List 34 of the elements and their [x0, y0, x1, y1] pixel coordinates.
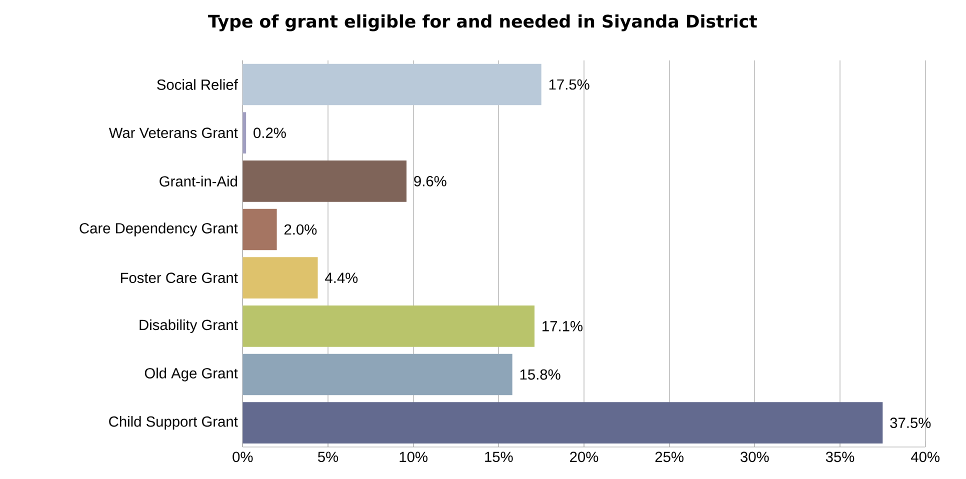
y-tick-label: War Veterans Grant — [108, 128, 238, 138]
bar — [242, 64, 542, 106]
bar — [242, 306, 535, 347]
y-tick-label: Disability Grant — [140, 319, 238, 333]
data-label: 0.2% — [254, 128, 286, 138]
data-label: 37.5% — [890, 418, 931, 428]
y-tick-label: Child Support Grant — [109, 416, 238, 430]
data-label: 15.8% — [520, 369, 560, 380]
data-label: 4.4% — [325, 272, 358, 283]
bar — [242, 208, 277, 250]
bar — [242, 112, 246, 154]
x-tick-label: 35% — [826, 452, 854, 462]
x-tick-label: 40% — [911, 452, 940, 462]
data-label: 17.5% — [549, 79, 590, 90]
x-tick-label: 10% — [400, 452, 428, 462]
y-tick-label: Social Relief — [157, 79, 238, 90]
bar — [242, 160, 407, 202]
y-tick-label: Old Age Grant — [144, 368, 238, 382]
bar — [242, 354, 512, 396]
x-tick-label: 15% — [485, 452, 513, 462]
x-tick-label: 5% — [318, 452, 338, 462]
data-label: 2.0% — [284, 224, 317, 235]
x-tick-label: 0% — [232, 452, 253, 462]
data-label: 9.6% — [414, 176, 446, 186]
x-tick-label: 20% — [570, 452, 598, 462]
data-label: 17.1% — [542, 321, 582, 332]
bar — [242, 402, 883, 444]
chart-title: Type of grant eligible for and needed in Siyanda District — [208, 14, 757, 32]
bar — [242, 257, 318, 299]
y-tick-label: Care Dependency Grant — [80, 222, 238, 236]
x-tick-label: 25% — [655, 452, 684, 462]
x-tick-label: 30% — [740, 452, 769, 462]
y-tick-label: Foster Care Grant — [120, 272, 238, 284]
y-tick-label: Grant-in-Aid — [160, 176, 238, 187]
